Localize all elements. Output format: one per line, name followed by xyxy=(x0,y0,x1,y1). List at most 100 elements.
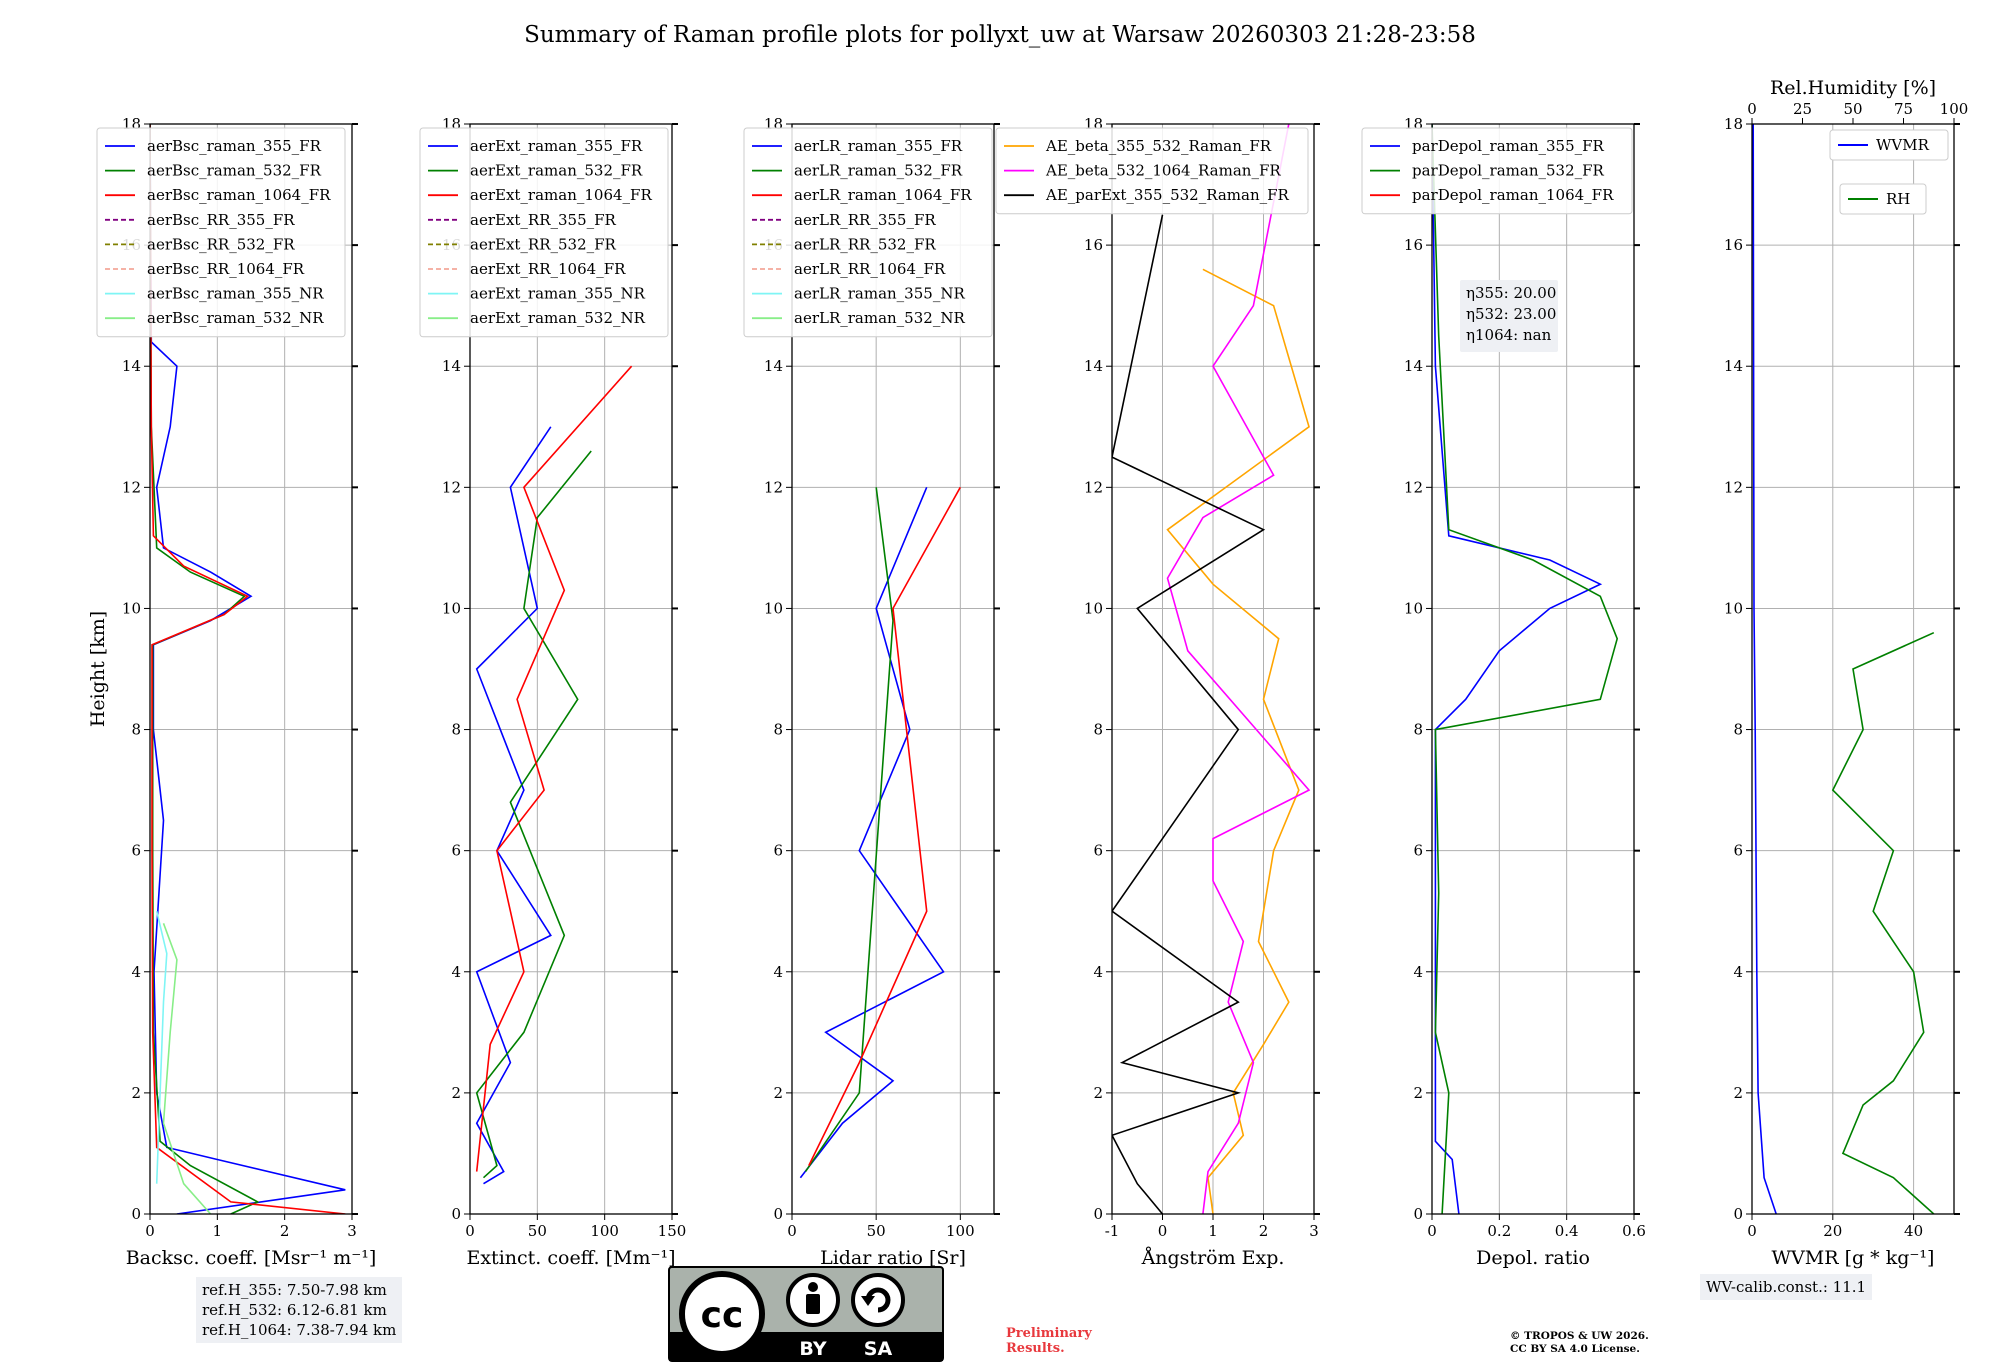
y-tick-label: 10 xyxy=(442,599,461,617)
legend-label: aerBsc_raman_532_FR xyxy=(147,162,322,180)
legend-box xyxy=(1361,127,1633,215)
y-tick-label: 12 xyxy=(442,478,461,496)
y-tick-label: 8 xyxy=(773,721,783,739)
y-tick-label: 2 xyxy=(1733,1084,1743,1102)
series-line-aerLR_raman_355_FR xyxy=(799,486,945,1179)
y-tick-label: 16 xyxy=(1084,236,1103,254)
series-group xyxy=(1112,124,1311,1214)
x-tick-label: 0.6 xyxy=(1622,1222,1646,1240)
legend: WVMR RH xyxy=(1829,129,1949,215)
legend-label: aerExt_RR_1064_FR xyxy=(470,260,626,278)
x-tick-label: 0 xyxy=(1747,1222,1757,1240)
legend-box xyxy=(743,127,993,338)
x-axis-label: Extinct. coeff. [Mm⁻¹] xyxy=(466,1247,675,1269)
y-tick-label: 12 xyxy=(1404,478,1423,496)
copyright-line-1: © TROPOS & UW 2026. xyxy=(1510,1330,1649,1342)
y-tick-label: 0 xyxy=(1733,1205,1743,1223)
cc-icon xyxy=(679,1271,765,1357)
y-tick-label: 14 xyxy=(1724,357,1743,375)
legend-label: aerLR_RR_532_FR xyxy=(794,235,936,253)
legend: AE_beta_355_532_Raman_FR AE_beta_532_1064… xyxy=(995,127,1309,215)
x-tick-label: 0 xyxy=(1158,1222,1168,1240)
x-tick-label: 0 xyxy=(1427,1222,1437,1240)
x-axis-label: WVMR [g * kg⁻¹] xyxy=(1772,1247,1935,1269)
y-tick-label: 14 xyxy=(442,357,461,375)
legend-label: parDepol_raman_355_FR xyxy=(1412,137,1605,155)
top-tick-label: 100 xyxy=(1940,100,1969,118)
x-tick-label: 0.4 xyxy=(1555,1222,1579,1240)
cc-logo-text: cc xyxy=(701,1295,744,1336)
y-tick-label: 10 xyxy=(1084,599,1103,617)
y-tick-label: 14 xyxy=(122,357,141,375)
series-line-aerBsc_raman_532_NR xyxy=(162,923,212,1214)
figure-title: Summary of Raman profile plots for polly… xyxy=(524,22,1476,48)
legend-label: RH xyxy=(1886,190,1910,208)
copyright-line-2: CC BY SA 4.0 License. xyxy=(1510,1343,1640,1355)
legend-label: aerLR_raman_355_FR xyxy=(794,137,963,155)
legend-label: aerBsc_RR_355_FR xyxy=(147,211,295,229)
panel-bsc: 0123024681012141618Backsc. coeff. [Msr⁻¹… xyxy=(96,115,376,1269)
y-tick-label: 0 xyxy=(773,1205,783,1223)
legend-label: aerBsc_raman_355_NR xyxy=(147,285,324,303)
x-tick-label: 0 xyxy=(465,1222,475,1240)
cc-by-sa-badge: cc BY SA xyxy=(668,1266,944,1362)
legend-label: aerExt_raman_532_FR xyxy=(470,162,643,180)
legend-box xyxy=(96,127,346,338)
series-line-RH xyxy=(1831,631,1935,1214)
legend-label: WVMR xyxy=(1876,136,1930,154)
y-tick-label: 4 xyxy=(773,963,783,981)
x-tick-label: 0.2 xyxy=(1487,1222,1511,1240)
y-tick-label: 10 xyxy=(1724,599,1743,617)
y-tick-label: 0 xyxy=(131,1205,141,1223)
y-tick-label: 0 xyxy=(1093,1205,1103,1223)
x-tick-label: 150 xyxy=(658,1222,687,1240)
y-tick-label: 2 xyxy=(451,1084,461,1102)
legend-label: aerLR_raman_532_NR xyxy=(794,309,965,327)
x-axis-label: Ångström Exp. xyxy=(1141,1247,1285,1269)
series-line-aerExt_raman_1064_FR xyxy=(475,365,633,1172)
legend-label: aerBsc_RR_1064_FR xyxy=(147,260,305,278)
y-tick-label: 6 xyxy=(1093,842,1103,860)
x-axis-label: Depol. ratio xyxy=(1476,1247,1590,1269)
y-tick-label: 0 xyxy=(1413,1205,1423,1223)
legend-label: parDepol_raman_1064_FR xyxy=(1412,186,1614,204)
y-tick-label: 10 xyxy=(1404,599,1423,617)
legend-label: aerExt_raman_355_NR xyxy=(470,285,646,303)
legend-label: aerLR_RR_355_FR xyxy=(794,211,936,229)
x-tick-label: -1 xyxy=(1105,1222,1120,1240)
x-tick-label: 0 xyxy=(145,1222,155,1240)
series-line-parDepol_raman_355_FR xyxy=(1432,124,1603,1214)
y-tick-label: 2 xyxy=(773,1084,783,1102)
y-tick-label: 8 xyxy=(131,721,141,739)
x-tick-label: 2 xyxy=(280,1222,290,1240)
badge-by-label: BY xyxy=(799,1338,826,1360)
axes-frame xyxy=(469,123,673,1215)
x-tick-label: 50 xyxy=(528,1222,547,1240)
panel-lr: 050100024681012141618Lidar ratio [Sr]aer… xyxy=(743,115,1000,1269)
y-tick-label: 10 xyxy=(122,599,141,617)
legend-label: aerLR_raman_355_NR xyxy=(794,285,965,303)
legend-box-rh xyxy=(1839,183,1927,215)
y-tick-label: 12 xyxy=(1084,478,1103,496)
top-tick-label: 25 xyxy=(1793,100,1812,118)
panel-wv: 0 20 40 0 2 4 6 8 10 12 14 16 18 WVMR [g * kg⁻¹] 0 25 50… xyxy=(1724,77,1968,1269)
legend-box xyxy=(419,127,669,338)
legend-box xyxy=(995,127,1309,215)
y-tick-label: 4 xyxy=(1093,963,1103,981)
ref-height-355: ref.H_355: 7.50-7.98 km xyxy=(202,1281,387,1299)
eta-box: η355: 20.00 η532: 23.00 η1064: nan xyxy=(1460,280,1558,352)
x-tick-label: 1 xyxy=(1208,1222,1218,1240)
ref-height-1064: ref.H_1064: 7.38-7.94 km xyxy=(202,1321,397,1339)
y-tick-label: 6 xyxy=(451,842,461,860)
legend-label: aerLR_RR_1064_FR xyxy=(794,260,946,278)
series-line-aerExt_raman_532_FR xyxy=(475,450,592,1179)
legend-label: aerExt_raman_1064_FR xyxy=(470,186,652,204)
legend-label: aerExt_RR_355_FR xyxy=(470,211,617,229)
y-tick-label: 16 xyxy=(1404,236,1423,254)
y-tick-label: 14 xyxy=(1084,357,1103,375)
legend: parDepol_raman_355_FR parDepol_raman_532_… xyxy=(1361,127,1633,215)
eta-line: η1064: nan xyxy=(1466,326,1552,344)
y-tick-label: 8 xyxy=(1093,721,1103,739)
y-tick-label: 8 xyxy=(451,721,461,739)
